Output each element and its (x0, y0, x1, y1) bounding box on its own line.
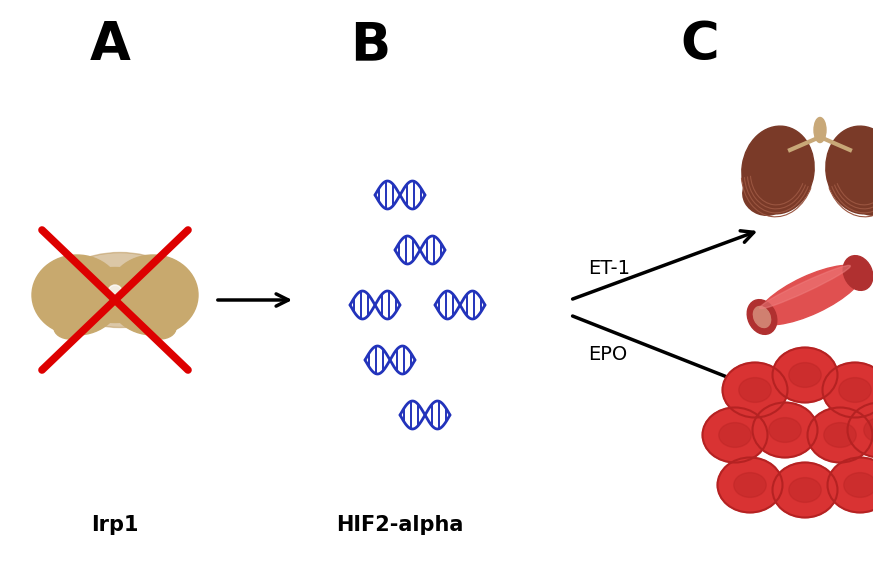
Ellipse shape (826, 126, 873, 214)
Ellipse shape (814, 117, 826, 142)
Ellipse shape (742, 126, 815, 214)
Ellipse shape (108, 285, 122, 299)
Ellipse shape (843, 256, 873, 290)
Ellipse shape (54, 317, 86, 339)
Ellipse shape (747, 300, 777, 335)
Ellipse shape (723, 363, 787, 417)
Ellipse shape (769, 418, 801, 442)
Text: EPO: EPO (588, 345, 627, 364)
Text: HIF2-alpha: HIF2-alpha (336, 515, 464, 535)
Ellipse shape (828, 458, 873, 512)
Ellipse shape (753, 402, 817, 458)
Ellipse shape (757, 265, 863, 325)
Ellipse shape (718, 458, 782, 512)
Ellipse shape (848, 402, 873, 458)
Ellipse shape (743, 174, 787, 215)
Ellipse shape (824, 422, 856, 447)
Ellipse shape (753, 307, 771, 328)
Ellipse shape (808, 408, 872, 462)
Ellipse shape (773, 348, 837, 402)
Ellipse shape (773, 462, 837, 518)
Ellipse shape (839, 377, 871, 402)
Text: ET-1: ET-1 (588, 259, 630, 278)
Ellipse shape (739, 377, 771, 402)
Ellipse shape (760, 266, 850, 308)
Ellipse shape (144, 317, 176, 339)
Ellipse shape (733, 473, 766, 498)
Ellipse shape (32, 255, 122, 335)
Ellipse shape (55, 253, 185, 328)
Ellipse shape (788, 478, 821, 502)
Text: Irp1: Irp1 (92, 515, 139, 535)
Ellipse shape (75, 267, 155, 323)
Text: A: A (90, 19, 130, 71)
Ellipse shape (788, 363, 821, 388)
Ellipse shape (718, 422, 752, 447)
Ellipse shape (108, 255, 198, 335)
Ellipse shape (843, 473, 873, 498)
Text: B: B (350, 19, 390, 71)
Text: C: C (681, 19, 719, 71)
Ellipse shape (822, 363, 873, 417)
Ellipse shape (703, 408, 767, 462)
Ellipse shape (863, 418, 873, 442)
Ellipse shape (853, 174, 873, 215)
